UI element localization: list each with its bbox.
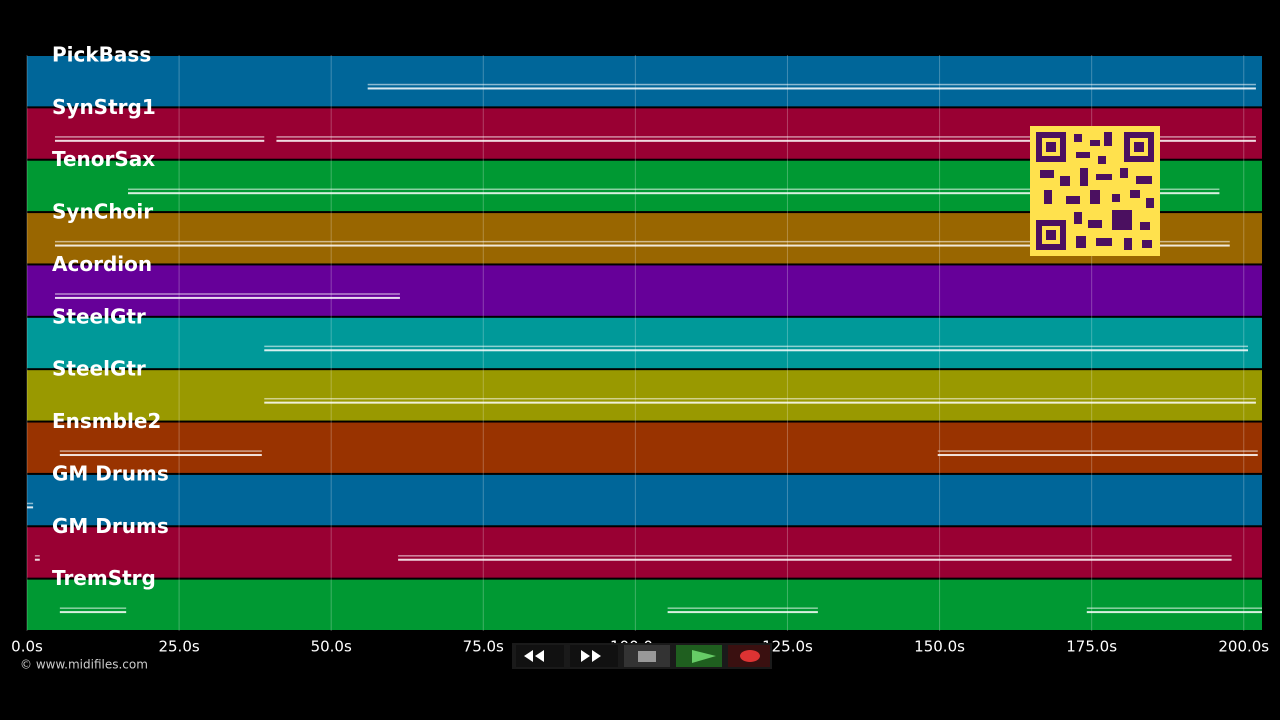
note-line <box>1086 611 1262 614</box>
note-span <box>54 136 265 142</box>
note-line <box>276 139 1256 142</box>
note-line <box>54 293 400 295</box>
note-line <box>667 607 818 609</box>
track-name: Acordion <box>52 252 152 276</box>
fast-forward-button[interactable] <box>570 645 618 667</box>
track-lane <box>27 370 1262 421</box>
note-line <box>367 83 1256 86</box>
track-lane <box>27 56 1262 107</box>
stop-button[interactable] <box>624 645 670 667</box>
rewind-button[interactable] <box>516 645 564 667</box>
note-span <box>59 450 262 457</box>
track-notes: PickBass SynStrg1 TenorSax SynChoir Acordion… <box>27 43 1262 614</box>
note-line <box>264 401 1256 404</box>
note-span <box>367 83 1256 90</box>
note-line <box>54 240 1230 243</box>
note-span <box>264 345 1249 352</box>
note-line <box>59 454 262 457</box>
note-span <box>127 188 1220 195</box>
note-line <box>27 502 34 505</box>
note-line <box>34 555 40 557</box>
track-name: GM Drums <box>52 461 169 485</box>
note-line <box>59 607 127 609</box>
note-span <box>27 502 34 509</box>
time-tick-label: 75.0s <box>463 638 504 656</box>
track-name: TenorSax <box>52 147 155 171</box>
time-tick-label: 0.0s <box>11 638 43 656</box>
note-line <box>27 506 34 509</box>
time-tick-label: 50.0s <box>311 638 352 656</box>
note-line <box>264 345 1249 348</box>
transport-controls <box>512 643 772 669</box>
copyright: © www.midifiles.com <box>20 658 148 672</box>
note-line <box>276 136 1256 138</box>
track-name: SynStrg1 <box>52 95 156 119</box>
note-line <box>667 611 818 614</box>
note-span <box>667 607 818 614</box>
note-span <box>54 293 400 299</box>
track-name: Ensmble2 <box>52 409 161 433</box>
note-line <box>54 244 1230 247</box>
note-line <box>34 558 40 561</box>
note-line <box>398 555 1232 557</box>
track-name: SteelGtr <box>52 357 146 381</box>
note-line <box>59 450 262 452</box>
note-span <box>264 397 1256 404</box>
time-tick-label: 150.0s <box>914 638 965 656</box>
note-line <box>398 558 1232 561</box>
note-line <box>1086 607 1262 609</box>
time-grid <box>26 55 1245 631</box>
note-line <box>54 296 400 299</box>
track-name: GM Drums <box>52 514 169 538</box>
note-span <box>54 240 1230 247</box>
note-span <box>398 555 1232 561</box>
play-button[interactable] <box>676 645 722 667</box>
track-lane <box>27 527 1262 578</box>
note-line <box>127 192 1220 195</box>
time-tick-label: 125.0s <box>762 638 813 656</box>
time-tick-label: 200.0s <box>1218 638 1269 656</box>
note-line <box>937 450 1258 452</box>
track-lane <box>27 579 1262 630</box>
note-line <box>54 136 265 138</box>
track-lane <box>27 317 1262 369</box>
note-line <box>54 139 265 142</box>
note-line <box>264 397 1256 400</box>
time-tick-label: 175.0s <box>1066 638 1117 656</box>
note-line <box>264 349 1249 352</box>
note-span <box>34 555 40 561</box>
time-axis: 0.0s25.0s50.0s75.0s100.0s125.0s150.0s175… <box>11 638 1269 656</box>
qr-code <box>1030 126 1160 256</box>
note-line <box>937 454 1258 457</box>
track-name: TremStrg <box>52 566 156 590</box>
note-span <box>59 607 127 614</box>
track-lane <box>27 265 1262 316</box>
note-span <box>1086 607 1262 614</box>
note-line <box>127 188 1220 191</box>
track-lane <box>27 474 1262 526</box>
note-span <box>937 450 1258 457</box>
note-line <box>59 611 127 614</box>
note-span <box>276 136 1256 142</box>
time-tick-label: 25.0s <box>158 638 199 656</box>
note-line <box>367 87 1256 90</box>
track-lane <box>27 422 1262 473</box>
track-name: SynChoir <box>52 200 153 224</box>
track-name: PickBass <box>52 43 151 67</box>
track-name: SteelGtr <box>52 304 146 328</box>
record-button[interactable] <box>728 645 770 667</box>
